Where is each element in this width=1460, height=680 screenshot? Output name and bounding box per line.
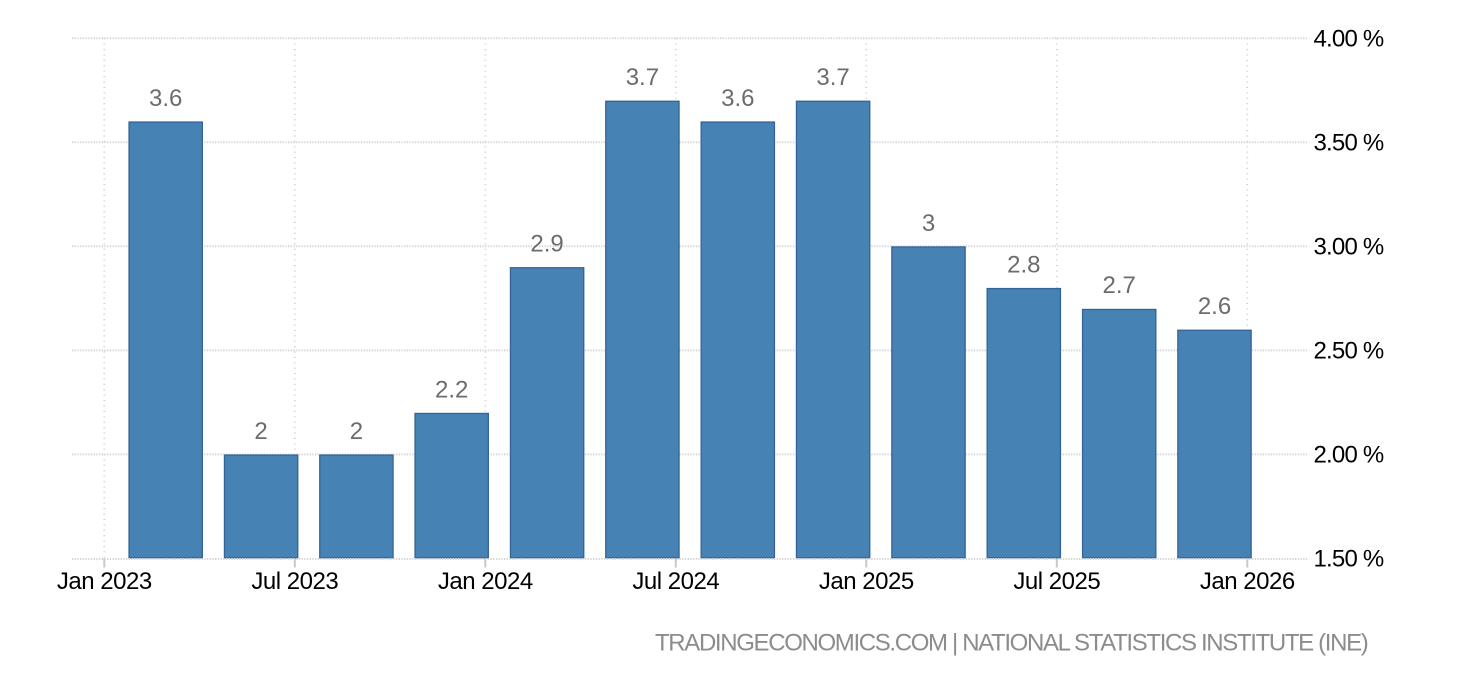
- svg-text:4.00 %: 4.00 %: [1314, 25, 1384, 52]
- svg-text:2: 2: [350, 418, 363, 445]
- svg-text:2.2: 2.2: [435, 376, 468, 403]
- svg-text:2.8: 2.8: [1007, 251, 1040, 278]
- svg-text:2.00 %: 2.00 %: [1314, 442, 1384, 469]
- svg-text:Jan 2025: Jan 2025: [819, 568, 914, 595]
- svg-text:3.6: 3.6: [149, 85, 182, 112]
- svg-text:3.00 %: 3.00 %: [1314, 234, 1384, 261]
- svg-text:2: 2: [254, 418, 267, 445]
- svg-text:3.50 %: 3.50 %: [1314, 130, 1384, 157]
- svg-text:TRADINGECONOMICS.COM | NATIONA: TRADINGECONOMICS.COM | NATIONAL STATISTI…: [655, 630, 1368, 657]
- svg-text:Jul 2024: Jul 2024: [632, 568, 719, 595]
- svg-text:2.6: 2.6: [1198, 293, 1231, 320]
- svg-text:2.7: 2.7: [1103, 272, 1136, 299]
- svg-text:Jan 2026: Jan 2026: [1200, 568, 1295, 595]
- svg-text:1.50 %: 1.50 %: [1314, 546, 1384, 573]
- svg-text:Jul 2025: Jul 2025: [1013, 568, 1100, 595]
- svg-text:Jul 2023: Jul 2023: [251, 568, 338, 595]
- svg-text:Jan 2023: Jan 2023: [57, 568, 152, 595]
- svg-text:3: 3: [922, 210, 935, 237]
- svg-text:3.6: 3.6: [721, 85, 754, 112]
- svg-text:2.9: 2.9: [530, 231, 563, 258]
- svg-text:2.50 %: 2.50 %: [1314, 338, 1384, 365]
- svg-text:3.7: 3.7: [816, 64, 849, 91]
- svg-text:3.7: 3.7: [626, 64, 659, 91]
- svg-text:Jan 2024: Jan 2024: [438, 568, 533, 595]
